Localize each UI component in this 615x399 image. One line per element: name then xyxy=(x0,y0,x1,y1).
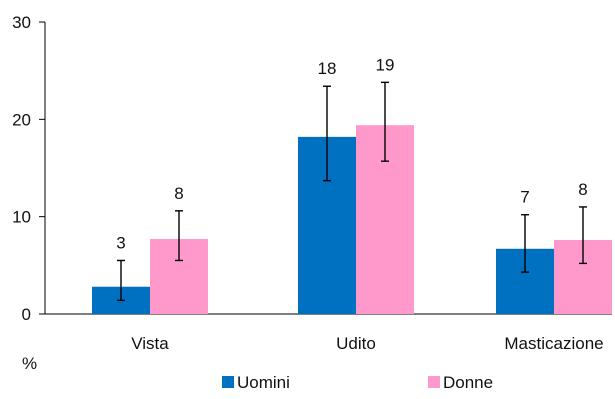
y-tick-label: 20 xyxy=(12,110,31,129)
data-label: 8 xyxy=(174,184,183,203)
legend-swatch xyxy=(222,376,234,388)
category-labels: Vista Udito Masticazione xyxy=(131,334,603,353)
data-label: 8 xyxy=(578,180,587,199)
x-category-label: Udito xyxy=(336,334,376,353)
legend-label: Uomini xyxy=(237,373,290,392)
bars xyxy=(92,125,612,314)
y-tick-label: 30 xyxy=(12,13,31,32)
x-category-label: Masticazione xyxy=(504,334,603,353)
y-tick-label: 10 xyxy=(12,208,31,227)
data-label: 18 xyxy=(318,59,337,78)
x-category-label: Vista xyxy=(131,334,169,353)
y-axis-unit-label: % xyxy=(22,354,37,373)
data-label: 3 xyxy=(116,233,125,252)
error-bars xyxy=(117,81,587,302)
y-ticks: 0 10 20 30 xyxy=(12,13,45,324)
y-tick-label: 0 xyxy=(22,305,31,324)
legend-label: Donne xyxy=(443,373,493,392)
data-label: 7 xyxy=(520,188,529,207)
data-label: 19 xyxy=(376,55,395,74)
data-labels: 3 8 18 19 7 8 xyxy=(116,55,587,252)
legend-swatch xyxy=(428,376,440,388)
legend: Uomini Donne xyxy=(222,373,493,392)
